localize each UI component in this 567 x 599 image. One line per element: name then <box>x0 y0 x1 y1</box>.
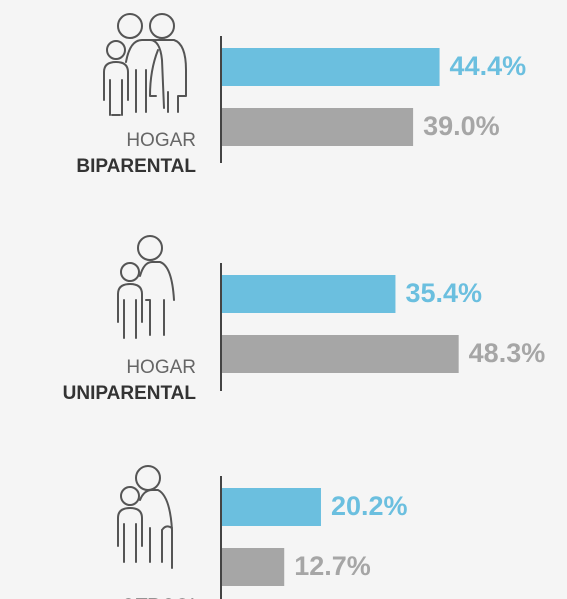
icon-single-parent <box>117 235 175 339</box>
value-label: 35.4% <box>405 278 482 308</box>
category-label: BIPARENTAL <box>76 156 196 177</box>
category-label: HOGAR <box>126 357 196 378</box>
bar <box>222 48 440 86</box>
value-label: 39.0% <box>423 111 500 141</box>
value-label: 20.2% <box>331 491 408 521</box>
value-label: 48.3% <box>469 338 546 368</box>
icon-two-parents <box>103 13 187 116</box>
icon-others <box>117 465 173 569</box>
bar <box>222 488 321 526</box>
bar <box>222 108 414 146</box>
category-label: OTROS* <box>121 596 197 599</box>
bar <box>222 548 285 586</box>
category-label: HOGAR <box>126 130 196 151</box>
bar <box>222 275 396 313</box>
value-label: 12.7% <box>294 551 371 581</box>
value-label: 44.4% <box>450 51 527 81</box>
bar <box>222 335 459 373</box>
category-label: UNIPARENTAL <box>63 383 197 404</box>
